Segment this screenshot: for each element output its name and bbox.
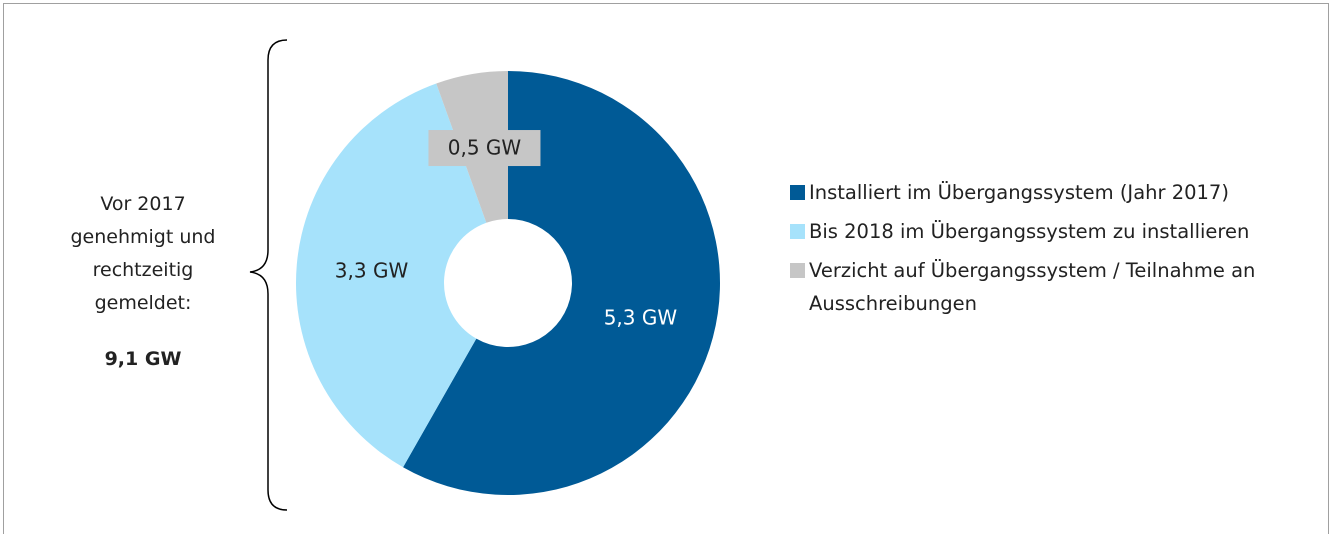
brace — [249, 39, 288, 511]
slice — [403, 71, 721, 495]
legend-item: Installiert im Übergangssystem (Jahr 201… — [790, 176, 1310, 209]
legend-label: Bis 2018 im Übergangssystem zu installie… — [809, 220, 1250, 243]
legend-swatch — [790, 263, 805, 278]
slice — [295, 83, 487, 468]
legend: Installiert im Übergangssystem (Jahr 201… — [790, 176, 1310, 326]
legend-label: Verzicht auf Übergangssystem / Teilnahme… — [809, 259, 1256, 315]
legend-swatch — [790, 185, 805, 200]
total-label: 9,1 GW — [104, 348, 182, 370]
donut: 5,3 GW 3,3 GW 0,5 GW — [295, 71, 721, 495]
frame — [3, 3, 1329, 534]
legend-item: Bis 2018 im Übergangssystem zu installie… — [790, 215, 1310, 248]
data-label: 5,3 GW — [604, 306, 678, 330]
legend-item: Verzicht auf Übergangssystem / Teilnahme… — [790, 254, 1310, 320]
annotation: Vor 2017 genehmigt und rechtzeitig gemel… — [70, 193, 216, 314]
data-label: 3,3 GW — [335, 259, 409, 283]
data-label: 0,5 GW — [448, 136, 522, 160]
label-box — [428, 130, 541, 167]
legend-label: Installiert im Übergangssystem (Jahr 201… — [809, 181, 1229, 204]
legend-swatch — [790, 224, 805, 239]
